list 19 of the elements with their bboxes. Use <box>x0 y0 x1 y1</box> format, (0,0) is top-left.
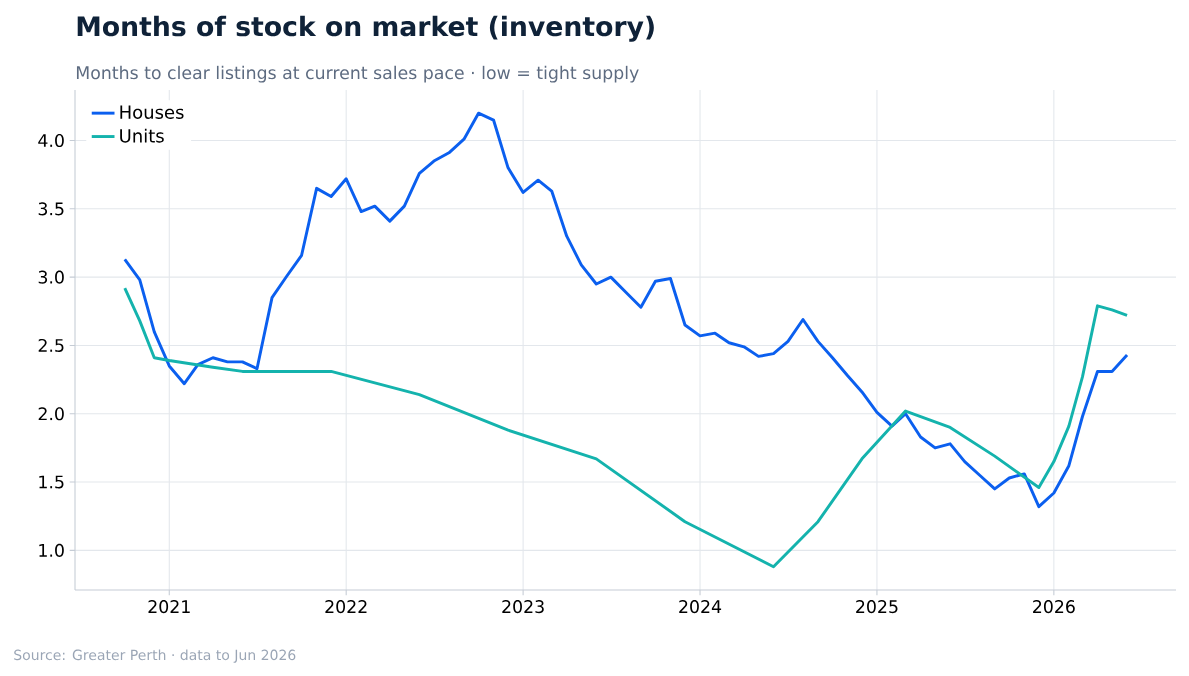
x-tick-label: 2025 <box>856 600 898 614</box>
y-tick-label: 3.0 <box>38 270 64 284</box>
x-tick-label: 2023 <box>502 600 544 614</box>
chart-subtitle: Months to clear listings at current sales pace · low = tight supply <box>76 65 639 83</box>
y-tick-label: 4.0 <box>38 133 64 148</box>
x-tick-label: 2022 <box>325 600 367 614</box>
y-tick-label: 1.5 <box>39 475 64 489</box>
y-tick-label: 2.5 <box>38 338 64 353</box>
x-tick-label: 2026 <box>1033 600 1075 614</box>
x-tick-label: 2024 <box>679 600 722 614</box>
y-tick-label: 3.5 <box>38 202 64 216</box>
x-tick-label: 2021 <box>148 600 190 614</box>
chart-title: Months of stock on market (inventory) <box>77 15 654 42</box>
legend-label: Units <box>120 128 164 143</box>
y-tick-label: 2.0 <box>38 407 64 421</box>
line-series <box>123 286 1129 569</box>
y-tick-label: 1.0 <box>39 543 64 557</box>
legend-label: Houses <box>120 105 184 119</box>
source-note: Source: Greater Perth · data to Jun 2026 <box>14 649 296 663</box>
